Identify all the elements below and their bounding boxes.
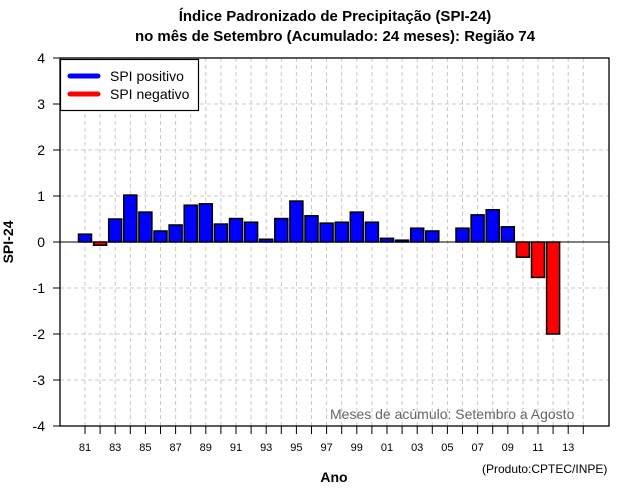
y-tick-label: -1 [33,280,46,296]
accumulation-note: Meses de acúmulo: Setembro a Agosto [330,406,575,422]
y-axis-title: SPI-24 [0,220,16,263]
x-tick-label: 01 [381,442,393,454]
credit-text: (Produto:CPTEC/INPE) [482,462,607,476]
bar-84 [123,194,138,243]
bar-10 [515,241,531,258]
bar-85 [138,211,153,243]
x-tick-label: 05 [441,442,453,454]
x-tick-label: 83 [109,442,121,454]
chart-subtitle: no mês de Setembro (Acumulado: 24 meses)… [134,28,536,45]
bar-06 [455,227,470,243]
x-tick-label: 03 [411,442,423,454]
y-tick-label: 2 [37,142,45,158]
bar-95 [289,200,304,243]
legend-label-negative: SPI negativo [110,86,190,102]
bar-91 [228,217,244,243]
x-tick-label: 93 [260,442,272,454]
x-tick-label: 99 [351,442,363,454]
y-tick-label: 0 [37,234,45,250]
bar-98 [334,221,349,243]
bar-83 [107,218,123,243]
bars [77,194,561,335]
bar-86 [153,230,168,243]
y-tick-label: -2 [33,326,46,342]
bar-92 [243,221,259,243]
bar-03 [409,227,425,243]
x-tick-label: 85 [139,442,151,454]
x-tick-label: 87 [169,442,181,454]
bar-01 [379,237,395,243]
bar-08 [485,209,500,243]
bar-04 [425,230,440,243]
bar-94 [274,217,289,243]
x-tick-label: 91 [230,442,242,454]
bar-87 [168,224,183,243]
y-tick-label: -3 [33,372,46,388]
bar-00 [364,221,380,243]
legend-label-positive: SPI positivo [110,68,184,84]
bar-81 [77,233,93,243]
x-tick-label: 07 [471,442,483,454]
x-axis: 81 83 85 87 89 91 93 95 97 99 01 03 05 07 09 11 13 [79,426,584,454]
x-tick-label: 95 [290,442,302,454]
legend-box [59,58,200,112]
y-axis: 4 3 2 1 0 -1 -2 -3 -4 [33,50,60,434]
bar-07 [470,214,485,243]
x-tick-label: 11 [532,442,543,454]
bar-97 [319,222,334,243]
chart-title: Índice Padronizado de Precipitação (SPI-… [178,8,492,25]
x-tick-label: 09 [502,442,514,454]
bar-11 [530,241,546,279]
bar-89 [198,203,214,243]
y-tick-label: 3 [37,96,45,112]
x-tick-label: 89 [200,442,212,454]
legend: SPI positivo SPI negativo [59,58,200,112]
bar-96 [304,215,319,243]
x-tick-label: 97 [320,442,332,454]
bar-99 [349,211,365,243]
x-axis-title: Ano [320,469,347,485]
bar-88 [183,204,198,243]
bar-12 [545,241,561,335]
y-tick-label: 4 [37,50,45,66]
bar-90 [213,223,229,243]
bar-09 [500,226,516,243]
y-tick-label: -4 [33,418,46,434]
x-tick-label: 81 [79,442,91,454]
x-tick-label: 13 [562,442,574,454]
y-tick-label: 1 [37,188,45,204]
